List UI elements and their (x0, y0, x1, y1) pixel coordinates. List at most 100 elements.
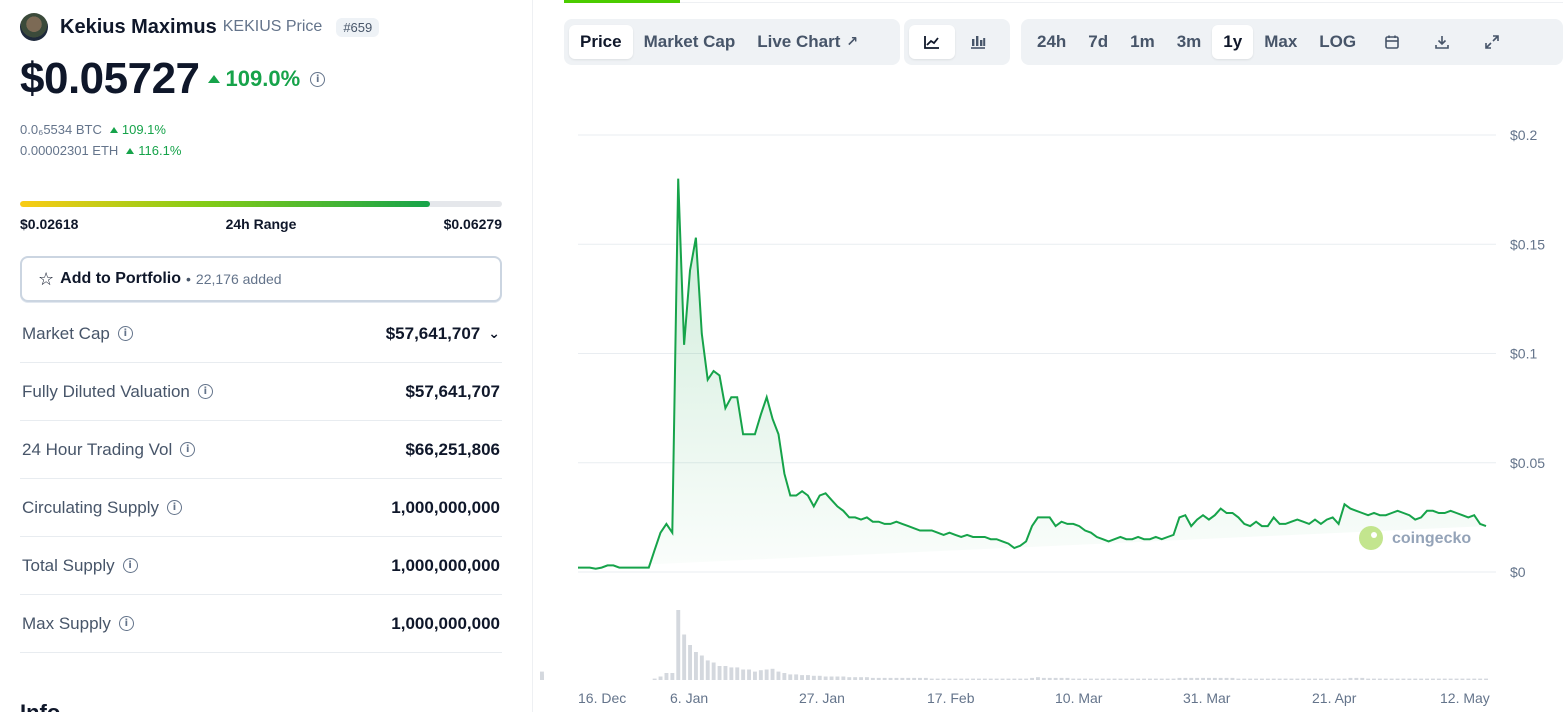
volume-bar (1177, 677, 1182, 680)
fullscreen-button[interactable] (1467, 25, 1517, 59)
volume-bar (1136, 678, 1141, 680)
volume-bar (929, 678, 934, 680)
chevron-down-icon[interactable]: ⌄ (488, 325, 500, 342)
volume-bar (865, 677, 869, 680)
price-change-24h: 109.0% (207, 66, 300, 92)
info-icon[interactable]: i (197, 384, 213, 399)
volume-bar (1460, 678, 1465, 680)
range-24h[interactable]: 24h (1037, 32, 1067, 51)
volume-bar (782, 673, 787, 680)
info-icon[interactable]: i (118, 616, 134, 631)
btc-change: 109.1% (109, 122, 166, 137)
y-tick-label: $0.15 (1510, 236, 1545, 252)
volume-bar (1036, 677, 1040, 680)
star-icon: ☆ (38, 268, 55, 290)
info-icon[interactable]: i (180, 442, 196, 457)
volume-bar (1431, 678, 1435, 680)
download-icon (1435, 36, 1449, 49)
range-high: $0.06279 (443, 216, 502, 232)
candlestick-button[interactable] (955, 25, 1001, 59)
volume-bar (1041, 677, 1046, 680)
stat-label-text: Market Cap (22, 323, 110, 343)
stat-value: $66,251,806 (405, 439, 500, 459)
coin-summary-panel: Kekius Maximus KEKIUS Price #659 $0.0572… (0, 0, 520, 712)
active-section-underline (564, 0, 680, 3)
volume-bar (1478, 678, 1483, 680)
range-bar (20, 201, 502, 207)
volume-bar (747, 669, 751, 680)
volume-bar (1413, 678, 1418, 680)
eth-change-value: 116.1% (138, 143, 182, 158)
volume-bar (959, 678, 964, 680)
volume-bar (1018, 678, 1023, 680)
volume-bar (1077, 678, 1082, 680)
info-icon[interactable]: i (122, 558, 138, 573)
external-link-icon: ↗ (846, 34, 859, 50)
range-log[interactable]: LOG (1319, 32, 1357, 51)
stat-label: Max Supply i (22, 614, 134, 634)
volume-bar (900, 677, 905, 680)
x-tick-label: 27. Jan (799, 690, 845, 706)
volume-bar (1212, 677, 1217, 680)
volume-bar (770, 668, 775, 680)
range-7d[interactable]: 7d (1088, 32, 1109, 51)
btc-price: 0.0₆5534 BTC (20, 122, 102, 137)
download-button[interactable] (1417, 25, 1467, 59)
eth-price: 0.00002301 ETH (20, 143, 119, 158)
tab-live-chart[interactable]: Live Chart ↗ (746, 25, 869, 59)
volume-bar (1236, 678, 1241, 680)
x-tick-label: 10. Mar (1055, 690, 1103, 706)
y-tick-label: $0.05 (1510, 455, 1545, 471)
stat-row-market-cap[interactable]: Market Cap i $57,641,707 ⌄ (20, 305, 502, 363)
tab-market-cap[interactable]: Market Cap (643, 32, 736, 51)
stat-row-max-supply: Max Supply i 1,000,000,000 (20, 595, 502, 653)
watermark-text: coingecko (1392, 530, 1471, 547)
add-to-portfolio-button[interactable]: ☆ Add to Portfolio • 22,176 added (20, 256, 502, 302)
volume-bar (853, 677, 858, 680)
volume-bar (1165, 678, 1170, 680)
volume-bar (1148, 678, 1152, 680)
volume-bar (800, 675, 804, 680)
volume-bar (941, 678, 946, 680)
volume-bar (1030, 677, 1034, 680)
volume-bar (540, 671, 544, 680)
tab-live-chart-label: Live Chart (757, 32, 841, 51)
volume-bar (682, 634, 687, 680)
stat-row-circulating-supply: Circulating Supply i 1,000,000,000 (20, 479, 502, 537)
volume-bar (1419, 678, 1424, 680)
volume-bar (953, 678, 958, 680)
line-chart-button[interactable] (909, 25, 955, 59)
volume-bar (1324, 678, 1329, 680)
volume-bar (1354, 677, 1359, 680)
info-icon[interactable]: i (310, 71, 326, 87)
portfolio-count: 22,176 added (195, 271, 282, 287)
volume-bar (1295, 678, 1300, 680)
range-1y[interactable]: 1y (1212, 25, 1254, 59)
calendar-button[interactable] (1367, 25, 1417, 59)
price-area (578, 178, 1486, 569)
price-chart[interactable]: $0 $0.05 $0.1 $0.15 $0.2 16. Dec 6. Jan 27. Ja… (540, 80, 1563, 712)
volume-bar (705, 660, 710, 680)
volume-bar (1366, 678, 1371, 680)
volume-bar (1407, 678, 1412, 680)
info-icon[interactable]: i (117, 326, 133, 341)
volume-bar (1189, 677, 1194, 680)
coin-header: Kekius Maximus KEKIUS Price #659 (20, 13, 380, 41)
range-1m[interactable]: 1m (1130, 32, 1155, 51)
volume-bar (1283, 678, 1288, 680)
volume-bar (1448, 678, 1453, 680)
range-max[interactable]: Max (1264, 32, 1298, 51)
info-icon[interactable]: i (167, 500, 183, 515)
panel-divider (532, 0, 533, 712)
volume-bar (1153, 678, 1158, 680)
tab-price[interactable]: Price (569, 25, 633, 59)
portfolio-label: Add to Portfolio (60, 270, 181, 287)
x-tick-label: 6. Jan (670, 690, 708, 706)
volume-bar (1207, 677, 1211, 680)
stat-value: 1,000,000,000 (391, 555, 500, 575)
x-tick-label: 12. May (1440, 690, 1490, 706)
volume-bar (918, 677, 922, 680)
stat-label-text: Total Supply (22, 555, 115, 575)
volume-bar (1454, 678, 1459, 680)
range-3m[interactable]: 3m (1176, 32, 1202, 51)
